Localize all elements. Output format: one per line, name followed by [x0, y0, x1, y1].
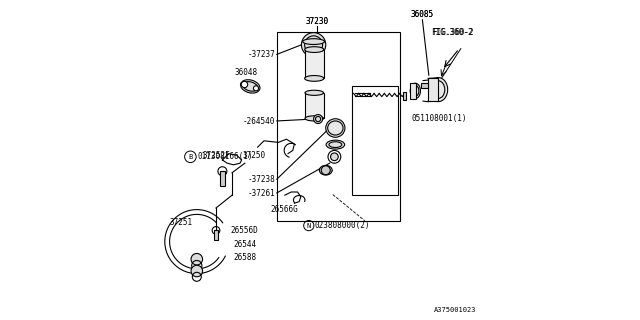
Text: -264540: -264540 — [243, 117, 275, 126]
Text: 37250: 37250 — [243, 151, 266, 160]
Text: 26588: 26588 — [234, 253, 257, 262]
Bar — [421, 83, 428, 88]
Text: -37238: -37238 — [248, 175, 275, 184]
Ellipse shape — [305, 47, 324, 52]
Bar — [410, 83, 416, 99]
Bar — [305, 50, 324, 78]
Ellipse shape — [303, 39, 324, 44]
Text: 37252F: 37252F — [202, 151, 230, 160]
Text: 37230: 37230 — [305, 17, 328, 26]
Circle shape — [241, 81, 248, 88]
Bar — [403, 92, 406, 100]
Ellipse shape — [305, 76, 324, 81]
Text: 023808000(2): 023808000(2) — [315, 221, 371, 230]
Text: -37237: -37237 — [248, 50, 275, 59]
Ellipse shape — [305, 116, 323, 121]
Ellipse shape — [326, 119, 345, 137]
Ellipse shape — [326, 140, 344, 149]
Bar — [277, 32, 400, 221]
Circle shape — [191, 253, 202, 265]
Text: 26566G: 26566G — [271, 205, 299, 214]
Circle shape — [330, 153, 338, 161]
Text: 26544: 26544 — [234, 240, 257, 249]
Text: 26556D: 26556D — [230, 226, 258, 235]
Circle shape — [314, 115, 323, 124]
Bar — [220, 171, 225, 186]
Circle shape — [253, 86, 259, 91]
Circle shape — [191, 265, 202, 277]
Ellipse shape — [410, 83, 420, 99]
Circle shape — [301, 33, 326, 57]
Text: 36085: 36085 — [411, 10, 434, 19]
Text: 37230: 37230 — [305, 17, 328, 26]
Bar — [428, 78, 438, 101]
Text: 011308166(1): 011308166(1) — [198, 152, 253, 161]
Ellipse shape — [241, 80, 260, 93]
Text: 051108001(1): 051108001(1) — [412, 114, 467, 123]
Bar — [352, 86, 398, 195]
Ellipse shape — [305, 90, 323, 95]
Text: -37261: -37261 — [248, 189, 275, 198]
Ellipse shape — [429, 78, 448, 102]
Text: FIG.360-2: FIG.360-2 — [431, 28, 473, 36]
Text: 36085: 36085 — [411, 10, 434, 19]
Ellipse shape — [319, 165, 332, 175]
Text: FIG.360-2: FIG.360-2 — [432, 28, 474, 36]
Text: 36048: 36048 — [234, 68, 257, 77]
Text: N: N — [307, 223, 311, 228]
Bar — [305, 93, 323, 118]
Text: A375001023: A375001023 — [434, 307, 476, 313]
Text: B: B — [188, 154, 193, 160]
Text: 37251: 37251 — [170, 218, 193, 227]
Bar — [214, 230, 218, 240]
